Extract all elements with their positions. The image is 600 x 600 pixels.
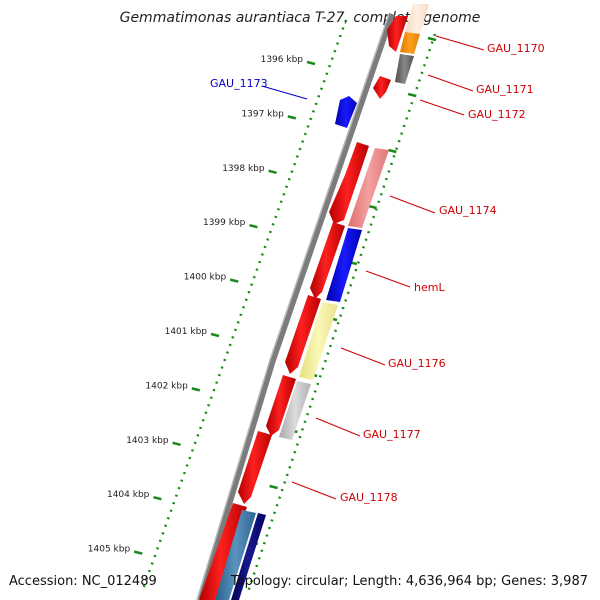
tick-label: 1402 kbp [145,381,188,391]
tick-mark [249,223,258,229]
gene-GAU_1170-peach [405,4,429,34]
label-GAU_1170: GAU_1170 [487,42,545,55]
tick-mark [229,278,239,283]
inner-tick-mark [368,204,377,210]
label-GAU_1171: GAU_1171 [476,83,534,96]
label-GAU_1172: GAU_1172 [468,108,526,121]
gene-next-steel [215,510,256,600]
tick-mark [153,495,162,501]
gene-GAU_1176-yellow [299,302,338,380]
tick-mark [191,387,201,392]
leader-GAU_1174 [389,195,436,214]
gene-GAU_1174-pink [348,148,389,228]
gene-GAU_1177-grey [279,381,311,440]
gene-label-leaders [261,35,485,500]
label-hemL: hemL [414,281,445,294]
genome-summary: Topology: circular; Length: 4,636,964 bp… [230,574,588,589]
tick-label: 1401 kbp [165,327,208,337]
gene-GAU_1173-arrow [335,96,357,128]
tick-mark [210,332,220,338]
label-GAU_1178: GAU_1178 [340,491,398,504]
label-GAU_1174: GAU_1174 [439,204,497,217]
label-GAU_1173: GAU_1173 [210,77,268,90]
leader-GAU_1172 [419,99,465,116]
leader-GAU_1176 [340,347,386,366]
genome-backbone-highlight [196,13,390,600]
genome-backbone [197,13,395,600]
tick-mark [172,441,181,447]
tick-label: 1399 kbp [203,218,246,228]
gene-GAU_1178-arrow [238,431,272,504]
label-GAU_1176: GAU_1176 [388,357,446,370]
gene-GAU_1177-arrow [266,375,296,436]
tick-group: 1396 kbp 1397 kbp 1398 kbp 1399 kbp 1400 kbp… [88,36,437,555]
tick-label: 1404 kbp [107,490,150,500]
leader-hemL [365,270,411,288]
gene-GAU_1170-orange [400,32,420,54]
gene-next-navy [231,513,266,600]
inner-tick-mark [388,148,397,154]
inner-tick-mark [427,36,437,42]
tick-label: 1400 kbp [184,273,227,283]
gene-GAU_1176-arrow [285,295,321,374]
tick-label: 1403 kbp [126,436,169,446]
gene-GAU_1172-arrow [373,76,391,99]
gene-labels: GAU_1170 GAU_1171 GAU_1172 GAU_1173 GAU_… [210,42,545,504]
leader-GAU_1173 [261,85,308,100]
gene-GAU_1170-arrow [387,16,408,52]
gene-next-arrow [199,503,247,600]
tick-label: 1397 kbp [241,109,284,119]
leader-GAU_1178 [291,481,337,500]
label-GAU_1177: GAU_1177 [363,428,421,441]
gene-features [199,4,429,600]
inner-tick-mark [407,92,417,98]
tick-label: 1398 kbp [222,164,265,174]
inner-tick-mark [269,484,278,490]
tick-label: 1396 kbp [261,55,304,65]
tick-mark [287,115,297,120]
leader-GAU_1177 [315,417,361,437]
tick-mark [133,550,143,555]
leader-GAU_1171 [427,74,474,92]
gene-GAU_1174-arrow [329,142,369,224]
gene-hemL-arrow [310,222,345,299]
tick-mark [306,60,316,66]
gene-hemL-blue [326,228,362,302]
leader-GAU_1170 [435,35,485,51]
tick-label: 1405 kbp [88,545,131,555]
tick-mark [268,169,277,175]
accession-label: Accession: NC_012489 [9,574,157,589]
gene-GAU_1171-grey [395,54,414,84]
